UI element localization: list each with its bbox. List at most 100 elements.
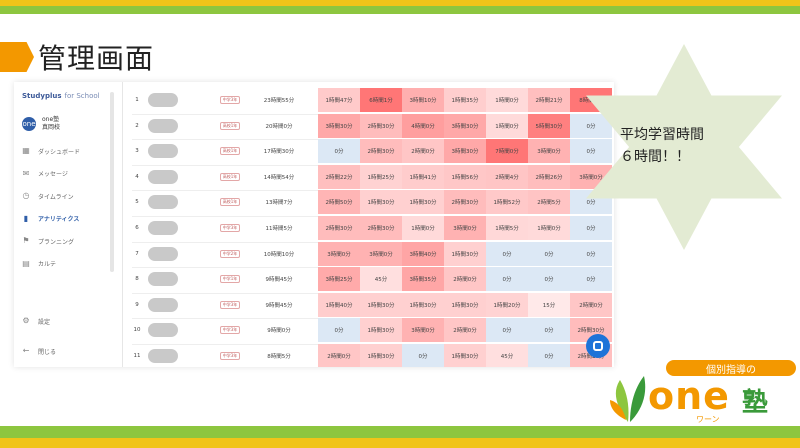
sidebar-item-1[interactable]: ✉ メッセージ <box>22 163 118 186</box>
day-cell[interactable]: 2時間5分 <box>528 190 570 215</box>
day-cell[interactable]: 3時間40分 <box>402 241 444 266</box>
day-cell[interactable]: 3時間0分 <box>402 318 444 343</box>
sidebar-item-3[interactable]: ▮ アナリティクス <box>22 208 118 231</box>
day-cell[interactable]: 0分 <box>528 344 570 367</box>
day-cell[interactable]: 1時間30分 <box>360 344 402 367</box>
day-cell[interactable]: 1時間30分 <box>360 318 402 343</box>
day-cell[interactable]: 0分 <box>528 241 570 266</box>
sidebar-item-settings[interactable]: ⚙ 設定 <box>22 310 118 333</box>
day-cell[interactable]: 2時間30分 <box>360 139 402 164</box>
day-cell[interactable]: 5時間30分 <box>528 113 570 138</box>
day-cell[interactable]: 6時間1分 <box>360 88 402 112</box>
day-cell[interactable]: 2時間0分 <box>444 267 486 292</box>
day-cell[interactable]: 3時間0分 <box>360 241 402 266</box>
day-cell[interactable]: 3時間0分 <box>318 241 360 266</box>
table-row[interactable]: 7 中学2年 10時間10分 3時間0分 3時間0分 3時間40分 1時間30分 0分 0分 0分 <box>132 241 612 269</box>
day-cell[interactable]: 3時間30分 <box>318 113 360 138</box>
school-switcher[interactable]: one one塾 真岡校 <box>22 116 60 132</box>
day-cell[interactable]: 45分 <box>360 267 402 292</box>
day-cell[interactable]: 1時間0分 <box>486 88 528 112</box>
row-number: 4 <box>135 173 139 180</box>
chat-button[interactable] <box>586 334 610 358</box>
sidebar-item-5[interactable]: ▤ カルテ <box>22 253 118 276</box>
day-cell[interactable]: 0分 <box>570 241 612 266</box>
day-cell[interactable]: 1時間30分 <box>444 344 486 367</box>
school-name-line1: one塾 <box>42 116 60 123</box>
day-cell[interactable]: 0分 <box>570 216 612 240</box>
total-time: 9時間45分 <box>265 302 293 309</box>
day-cell[interactable]: 2時間0分 <box>570 292 612 317</box>
day-cell[interactable]: 1時間0分 <box>528 216 570 240</box>
day-cell[interactable]: 1時間30分 <box>360 190 402 215</box>
table-row[interactable]: 3 高校1年 17時間30分 0分 2時間30分 2時間0分 3時間30分 7時間0分 3時間0… <box>132 139 612 166</box>
day-cell[interactable]: 2時間30分 <box>360 113 402 138</box>
day-cell[interactable]: 1時間5分 <box>486 216 528 240</box>
day-cell[interactable]: 3時間30分 <box>444 139 486 164</box>
day-cell[interactable]: 4時間0分 <box>402 113 444 138</box>
table-row[interactable]: 2 高校1年 20時間0分 3時間30分 2時間30分 4時間0分 3時間30分 1時間0分 5… <box>132 113 612 141</box>
day-cell[interactable]: 1時間0分 <box>402 216 444 240</box>
day-cell[interactable]: 2時間30分 <box>360 216 402 240</box>
day-cell[interactable]: 2時間26分 <box>528 164 570 189</box>
table-row[interactable]: 9 中学3年 9時間45分 1時間40分 1時間30分 1時間30分 1時間30分 1時間20… <box>132 292 612 320</box>
day-cell[interactable]: 2時間22分 <box>318 164 360 189</box>
day-cell[interactable]: 0分 <box>570 139 612 164</box>
table-row[interactable]: 8 中学1年 9時間45分 3時間25分 45分 3時間35分 2時間0分 0分 0分 0分 <box>132 267 612 294</box>
day-cell[interactable]: 2時間4分 <box>486 164 528 189</box>
day-cell[interactable]: 2時間30分 <box>318 216 360 240</box>
day-cell[interactable]: 3時間35分 <box>402 267 444 292</box>
day-cell[interactable]: 0分 <box>528 318 570 343</box>
day-cell[interactable]: 45分 <box>486 344 528 367</box>
day-cell[interactable]: 3時間10分 <box>402 88 444 112</box>
sidebar-item-4[interactable]: ⚑ プランニング <box>22 230 118 253</box>
day-cell[interactable]: 3時間25分 <box>318 267 360 292</box>
sidebar-item-0[interactable]: ▦ ダッシュボード <box>22 140 118 163</box>
day-cell[interactable]: 2時間50分 <box>318 190 360 215</box>
table-row[interactable]: 1 中学3年 23時間55分 1時間47分 6時間1分 3時間10分 1時間35分 1時間0分… <box>132 88 612 115</box>
sidebar-item-close[interactable]: ← 閉じる <box>22 340 118 363</box>
day-cell[interactable]: 2時間0分 <box>444 318 486 343</box>
day-cell[interactable]: 2時間0分 <box>402 139 444 164</box>
gear-icon: ⚙ <box>22 316 30 326</box>
day-cell[interactable]: 1時間56分 <box>444 164 486 189</box>
day-cell[interactable]: 0分 <box>318 318 360 343</box>
table-row[interactable]: 5 高校1年 13時間7分 2時間50分 1時間30分 1時間30分 2時間30分 1時間52… <box>132 190 612 217</box>
day-cell[interactable]: 0分 <box>486 318 528 343</box>
day-cell[interactable]: 0分 <box>402 344 444 367</box>
day-cell[interactable]: 1時間25分 <box>360 164 402 189</box>
day-cell[interactable]: 1時間0分 <box>486 113 528 138</box>
day-cell[interactable]: 2時間0分 <box>318 344 360 367</box>
brand-logo[interactable]: Studyplus for School <box>22 92 100 100</box>
day-cell[interactable]: 1時間20分 <box>486 292 528 317</box>
table-row[interactable]: 4 高校1年 14時間54分 2時間22分 1時間25分 1時間41分 1時間56分 2時間4… <box>132 164 612 192</box>
day-cell[interactable]: 3時間0分 <box>444 216 486 240</box>
day-cell[interactable]: 1時間40分 <box>318 292 360 317</box>
sidebar-item-2[interactable]: ◷ タイムライン <box>22 185 118 208</box>
day-cell[interactable]: 1時間30分 <box>444 241 486 266</box>
day-cell[interactable]: 0分 <box>486 267 528 292</box>
day-cell[interactable]: 2時間30分 <box>444 190 486 215</box>
day-cell[interactable]: 1時間35分 <box>444 88 486 112</box>
day-cell[interactable]: 0分 <box>570 267 612 292</box>
day-cell[interactable]: 2時間21分 <box>528 88 570 112</box>
day-cell[interactable]: 15分 <box>528 292 570 317</box>
student-name-redacted <box>148 88 178 112</box>
day-cell[interactable]: 0分 <box>528 267 570 292</box>
table-row[interactable]: 11 中学3年 8時間5分 2時間0分 1時間30分 0分 1時間30分 45分 0分 2時間20… <box>132 344 612 367</box>
day-cell[interactable]: 1時間30分 <box>444 292 486 317</box>
day-cell[interactable]: 1時間52分 <box>486 190 528 215</box>
day-cell[interactable]: 1時間30分 <box>360 292 402 317</box>
grade-badge: 高校1年 <box>218 165 242 189</box>
table-row[interactable]: 6 中学3年 11時間5分 2時間30分 2時間30分 1時間0分 3時間0分 1時間5分 1時… <box>132 216 612 243</box>
day-cell[interactable]: 1時間47分 <box>318 88 360 112</box>
day-cell[interactable]: 0分 <box>486 241 528 266</box>
day-cell[interactable]: 7時間0分 <box>486 139 528 164</box>
sidebar-scrollbar[interactable] <box>110 92 114 272</box>
day-cell[interactable]: 3時間30分 <box>444 113 486 138</box>
day-cell[interactable]: 0分 <box>318 139 360 164</box>
day-cell[interactable]: 1時間41分 <box>402 164 444 189</box>
table-row[interactable]: 10 中学3年 9時間0分 0分 1時間30分 3時間0分 2時間0分 0分 0分 2時間30分 <box>132 318 612 345</box>
day-cell[interactable]: 1時間30分 <box>402 292 444 317</box>
day-cell[interactable]: 1時間30分 <box>402 190 444 215</box>
day-cell[interactable]: 3時間0分 <box>528 139 570 164</box>
